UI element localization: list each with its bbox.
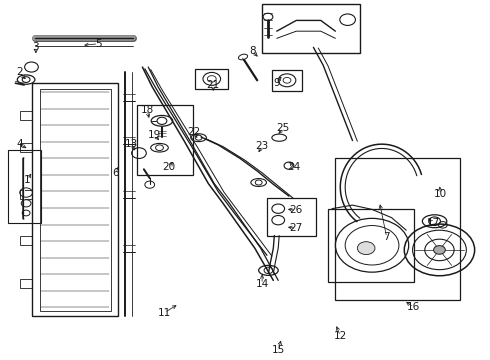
Text: 11: 11 (158, 308, 171, 318)
Text: 20: 20 (163, 162, 176, 172)
Text: 7: 7 (383, 232, 390, 242)
Text: 27: 27 (290, 224, 303, 233)
Bar (137, 105, 193, 175)
Circle shape (357, 242, 375, 255)
Text: 1: 1 (24, 175, 31, 185)
Text: 12: 12 (334, 331, 347, 341)
Bar (32, 83, 118, 316)
Bar (20, 236, 32, 245)
Text: 26: 26 (290, 206, 303, 216)
Text: 19: 19 (148, 130, 161, 140)
Text: 25: 25 (276, 123, 290, 133)
Bar (335, 158, 460, 300)
Text: 6: 6 (112, 168, 119, 178)
Text: 15: 15 (271, 345, 285, 355)
Text: 5: 5 (95, 39, 102, 49)
Bar (20, 111, 32, 120)
Text: 22: 22 (187, 127, 200, 136)
Bar (20, 143, 32, 152)
Bar (328, 209, 414, 282)
Text: 3: 3 (32, 42, 39, 52)
Text: 24: 24 (287, 162, 300, 172)
Bar (8, 149, 41, 223)
Text: 10: 10 (434, 189, 447, 199)
Bar (262, 4, 360, 53)
Bar (40, 89, 111, 311)
Text: 23: 23 (255, 141, 269, 151)
Text: 9: 9 (273, 78, 280, 88)
Text: 13: 13 (125, 139, 138, 149)
Text: 17: 17 (426, 218, 440, 228)
Bar (195, 69, 228, 89)
Bar (20, 279, 32, 288)
Text: 18: 18 (141, 105, 154, 115)
Text: 4: 4 (16, 139, 23, 149)
Bar (20, 190, 32, 199)
Text: 14: 14 (255, 279, 269, 289)
Circle shape (434, 246, 445, 254)
Bar (267, 198, 316, 235)
Bar (272, 69, 302, 91)
Text: 2: 2 (16, 67, 23, 77)
Text: 21: 21 (207, 80, 220, 90)
Text: 8: 8 (249, 46, 256, 56)
Text: 16: 16 (407, 302, 420, 312)
